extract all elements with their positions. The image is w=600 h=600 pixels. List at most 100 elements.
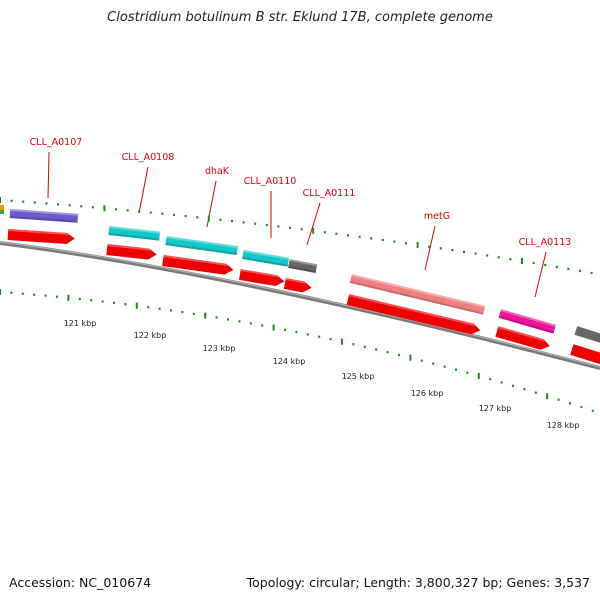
major-tick	[416, 241, 419, 248]
minor-tick	[420, 359, 423, 362]
partial-feature-green	[0, 210, 4, 214]
minor-tick	[386, 351, 389, 354]
gene-dhak[interactable]: dhaK	[162, 166, 238, 276]
cds-arrow[interactable]	[495, 326, 551, 352]
minor-tick	[393, 240, 396, 243]
gene-feature-box[interactable]	[9, 209, 79, 223]
minor-tick	[405, 242, 407, 245]
minor-tick	[90, 299, 93, 302]
major-tick	[67, 294, 70, 301]
cds-arrow[interactable]	[106, 244, 157, 260]
gene-label: metG	[424, 211, 450, 222]
minor-tick	[363, 345, 366, 348]
accession-text: Accession: NC_010674	[9, 575, 152, 590]
minor-tick	[149, 211, 152, 214]
genome-backbone-highlight	[0, 241, 600, 368]
minor-tick	[580, 405, 583, 409]
minor-tick	[439, 247, 442, 250]
label-leader-line	[47, 151, 50, 199]
minor-tick	[45, 202, 48, 205]
gene-feature-box[interactable]	[288, 259, 318, 274]
gene-feature-box[interactable]	[108, 226, 161, 241]
gene-cll_a0107[interactable]: CLL_A0107	[7, 137, 83, 245]
gene-label: CLL_A0111	[303, 188, 356, 199]
scale-label: 122 kbp	[134, 331, 167, 340]
minor-tick	[261, 324, 264, 327]
gene-metg[interactable]: metG	[346, 211, 486, 336]
scale-label: 121 kbp	[64, 319, 97, 328]
minor-tick	[33, 201, 36, 204]
major-tick	[521, 258, 523, 265]
label-leader-line	[306, 202, 321, 246]
minor-tick	[138, 210, 141, 213]
minor-tick	[124, 303, 127, 306]
scale-label: 125 kbp	[342, 372, 375, 381]
minor-tick	[158, 307, 161, 310]
minor-tick	[238, 320, 241, 323]
minor-tick	[534, 391, 537, 394]
gene-feature-box[interactable]	[242, 250, 290, 267]
minor-tick	[579, 269, 581, 272]
minor-tick	[78, 297, 81, 301]
gene-feature-box[interactable]	[349, 274, 486, 315]
minor-tick	[284, 328, 286, 331]
minor-tick	[295, 330, 298, 334]
minor-tick	[21, 292, 24, 295]
minor-tick	[370, 237, 373, 240]
minor-tick	[451, 248, 454, 252]
gene-label: CLL_A0110	[244, 176, 297, 187]
minor-tick	[428, 245, 431, 248]
minor-tick	[57, 203, 59, 206]
minor-tick	[523, 388, 526, 391]
cds-arrow[interactable]	[7, 229, 76, 245]
gene-cll_a0110[interactable]: CLL_A0110	[239, 176, 296, 287]
minor-tick	[500, 381, 503, 384]
major-tick	[477, 372, 480, 379]
gene-cll_a0111[interactable]: CLL_A0111	[283, 188, 356, 294]
gene-label: dhaK	[205, 166, 230, 177]
scale-label: 124 kbp	[273, 357, 306, 366]
cds-arrow[interactable]	[346, 294, 482, 336]
upper-tick-row	[0, 197, 593, 275]
scale-label: 127 kbp	[479, 404, 512, 413]
minor-tick	[147, 306, 150, 309]
minor-tick	[277, 225, 280, 228]
cds-arrow[interactable]	[283, 278, 313, 294]
gene-feature-box[interactable]	[498, 309, 556, 334]
minor-tick	[544, 263, 547, 267]
minor-tick	[300, 228, 303, 231]
major-tick	[272, 324, 275, 331]
gene-feature-box[interactable]	[165, 236, 238, 255]
minor-tick	[10, 291, 13, 294]
scale-label: 128 kbp	[547, 421, 580, 430]
gene-cll_a0108[interactable]: CLL_A0108	[106, 152, 174, 260]
major-tick	[0, 197, 1, 203]
minor-tick	[557, 398, 560, 401]
gene-cll_a0113[interactable]: CLL_A0113	[495, 237, 571, 352]
minor-tick	[466, 371, 469, 374]
minor-tick	[443, 365, 446, 368]
minor-tick	[329, 338, 332, 341]
major-tick	[341, 338, 343, 345]
cds-arrow[interactable]	[239, 269, 285, 287]
label-leader-line	[424, 225, 436, 271]
minor-tick	[289, 226, 291, 229]
major-tick	[312, 227, 315, 234]
major-tick	[409, 354, 412, 361]
minor-tick	[196, 216, 199, 219]
map-title: Clostridium botulinum B str. Eklund 17B,…	[107, 10, 493, 25]
minor-tick	[181, 310, 184, 314]
minor-tick	[318, 335, 321, 338]
minor-tick	[215, 316, 218, 319]
minor-tick	[555, 265, 558, 268]
minor-tick	[489, 378, 492, 381]
minor-tick	[335, 232, 338, 235]
lower-tick-row	[0, 289, 594, 412]
major-tick	[135, 302, 138, 309]
minor-tick	[219, 218, 222, 221]
gene-label: CLL_A0107	[30, 137, 83, 148]
minor-tick	[567, 267, 570, 270]
minor-tick	[375, 348, 378, 351]
cds-arrow[interactable]	[162, 255, 234, 276]
minor-tick	[115, 208, 117, 211]
